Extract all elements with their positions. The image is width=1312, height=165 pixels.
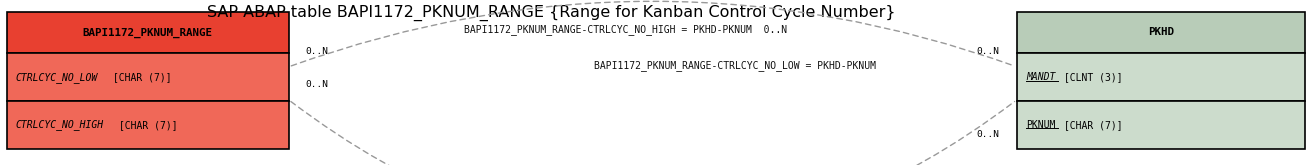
Text: [CHAR (7)]: [CHAR (7)] — [113, 120, 178, 130]
Text: CTRLCYC_NO_HIGH: CTRLCYC_NO_HIGH — [16, 119, 104, 130]
Text: [CLNT (3)]: [CLNT (3)] — [1059, 72, 1123, 82]
Text: PKHD: PKHD — [1148, 27, 1174, 37]
Text: BAPI1172_PKNUM_RANGE-CTRLCYC_NO_HIGH = PKHD-PKNUM  0..N: BAPI1172_PKNUM_RANGE-CTRLCYC_NO_HIGH = P… — [464, 24, 787, 35]
Bar — [7, 101, 289, 148]
Text: 0..N: 0..N — [306, 81, 329, 89]
Bar — [1017, 53, 1305, 101]
Text: 0..N: 0..N — [976, 130, 1000, 139]
Text: [CHAR (7)]: [CHAR (7)] — [1059, 120, 1123, 130]
Bar — [1017, 12, 1305, 53]
Text: PKNUM: PKNUM — [1026, 120, 1055, 130]
Bar — [7, 12, 289, 53]
Text: [CHAR (7)]: [CHAR (7)] — [106, 72, 172, 82]
Text: 0..N: 0..N — [306, 48, 329, 56]
Text: MANDT: MANDT — [1026, 72, 1055, 82]
Bar — [1017, 101, 1305, 148]
Bar — [7, 53, 289, 101]
Text: 0..N: 0..N — [976, 48, 1000, 56]
Text: SAP ABAP table BAPI1172_PKNUM_RANGE {Range for Kanban Control Cycle Number}: SAP ABAP table BAPI1172_PKNUM_RANGE {Ran… — [207, 5, 895, 21]
Text: CTRLCYC_NO_LOW: CTRLCYC_NO_LOW — [16, 72, 98, 82]
Text: BAPI1172_PKNUM_RANGE: BAPI1172_PKNUM_RANGE — [83, 27, 213, 38]
Text: BAPI1172_PKNUM_RANGE-CTRLCYC_NO_LOW = PKHD-PKNUM: BAPI1172_PKNUM_RANGE-CTRLCYC_NO_LOW = PK… — [594, 61, 875, 71]
